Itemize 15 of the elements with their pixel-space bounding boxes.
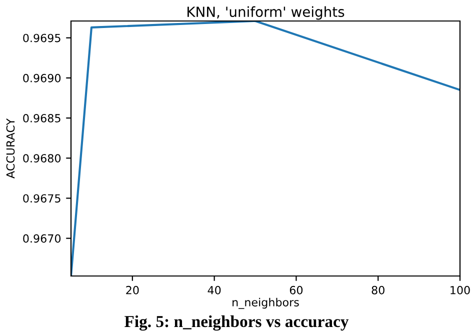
x-axis-title: n_neighbors [232, 298, 299, 309]
x-tick-label: 100 [450, 286, 470, 294]
y-tick-label: 0.9670 [23, 234, 61, 243]
chart-title: KNN, 'uniform' weights [188, 6, 344, 20]
x-tick-label: 60 [290, 286, 303, 294]
y-tick-label: 0.9690 [23, 74, 61, 82]
x-tick-label: 40 [208, 286, 221, 294]
y-tick-label: 0.9680 [23, 154, 61, 162]
y-tick-label: 0.9685 [23, 114, 60, 122]
y-axis-title: ACCURACY [6, 118, 15, 178]
caption: Fig. 5: n_neighbors vs accuracy [124, 315, 349, 331]
y-tick-label: 0.9675 [23, 194, 60, 203]
y-tick-label: 0.9695 [23, 34, 60, 42]
x-tick-label: 80 [372, 286, 384, 294]
x-tick-label: 20 [126, 286, 139, 294]
